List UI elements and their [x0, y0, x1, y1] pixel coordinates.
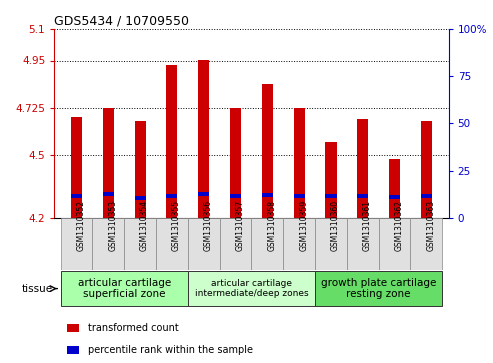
Text: GSM1310352: GSM1310352	[76, 200, 85, 251]
Text: GSM1310360: GSM1310360	[331, 200, 340, 251]
Text: GSM1310357: GSM1310357	[236, 200, 245, 251]
Bar	[61, 218, 92, 270]
Text: percentile rank within the sample: percentile rank within the sample	[88, 345, 253, 355]
Text: GSM1310363: GSM1310363	[426, 200, 435, 251]
Bar	[135, 196, 145, 200]
Bar	[347, 218, 379, 270]
Bar	[293, 194, 305, 198]
Text: GSM1310354: GSM1310354	[140, 200, 149, 251]
Bar	[198, 61, 210, 218]
Bar	[103, 108, 114, 218]
Bar	[325, 194, 337, 198]
Text: GDS5434 / 10709550: GDS5434 / 10709550	[54, 15, 189, 28]
Bar	[315, 218, 347, 270]
Bar	[67, 346, 79, 354]
Bar	[357, 194, 368, 198]
Bar	[92, 218, 124, 270]
Bar	[71, 117, 82, 218]
Bar	[262, 83, 273, 218]
Bar	[135, 121, 145, 218]
Text: GSM1310355: GSM1310355	[172, 200, 181, 251]
Text: GSM1310361: GSM1310361	[363, 200, 372, 251]
Text: GSM1310358: GSM1310358	[267, 200, 277, 251]
Bar	[166, 194, 177, 198]
Text: GSM1310362: GSM1310362	[394, 200, 404, 251]
Text: GSM1310353: GSM1310353	[108, 200, 117, 251]
Bar	[219, 218, 251, 270]
Bar	[389, 159, 400, 218]
Bar	[379, 218, 411, 270]
Text: articular cartilage
superficial zone: articular cartilage superficial zone	[77, 278, 171, 299]
Bar	[103, 192, 114, 196]
Text: articular cartilage
intermediate/deep zones: articular cartilage intermediate/deep zo…	[195, 279, 308, 298]
Text: GSM1310359: GSM1310359	[299, 200, 308, 251]
Bar	[315, 271, 442, 306]
Bar	[357, 119, 368, 218]
Bar	[325, 142, 337, 218]
Text: growth plate cartilage
resting zone: growth plate cartilage resting zone	[321, 278, 436, 299]
Bar	[389, 195, 400, 199]
Bar	[71, 194, 82, 198]
Bar	[411, 218, 442, 270]
Bar	[251, 218, 283, 270]
Bar	[156, 218, 188, 270]
Bar	[262, 193, 273, 197]
Bar	[230, 108, 241, 218]
Bar	[421, 194, 432, 198]
Bar	[283, 218, 315, 270]
Bar	[166, 65, 177, 218]
Bar	[188, 271, 315, 306]
Bar	[61, 271, 188, 306]
Text: GSM1310356: GSM1310356	[204, 200, 212, 251]
Bar	[293, 108, 305, 218]
Bar	[188, 218, 219, 270]
Bar	[124, 218, 156, 270]
Text: transformed count: transformed count	[88, 323, 178, 333]
Bar	[421, 121, 432, 218]
Bar	[67, 324, 79, 332]
Bar	[198, 192, 210, 196]
Text: tissue: tissue	[22, 284, 53, 294]
Bar	[230, 194, 241, 198]
